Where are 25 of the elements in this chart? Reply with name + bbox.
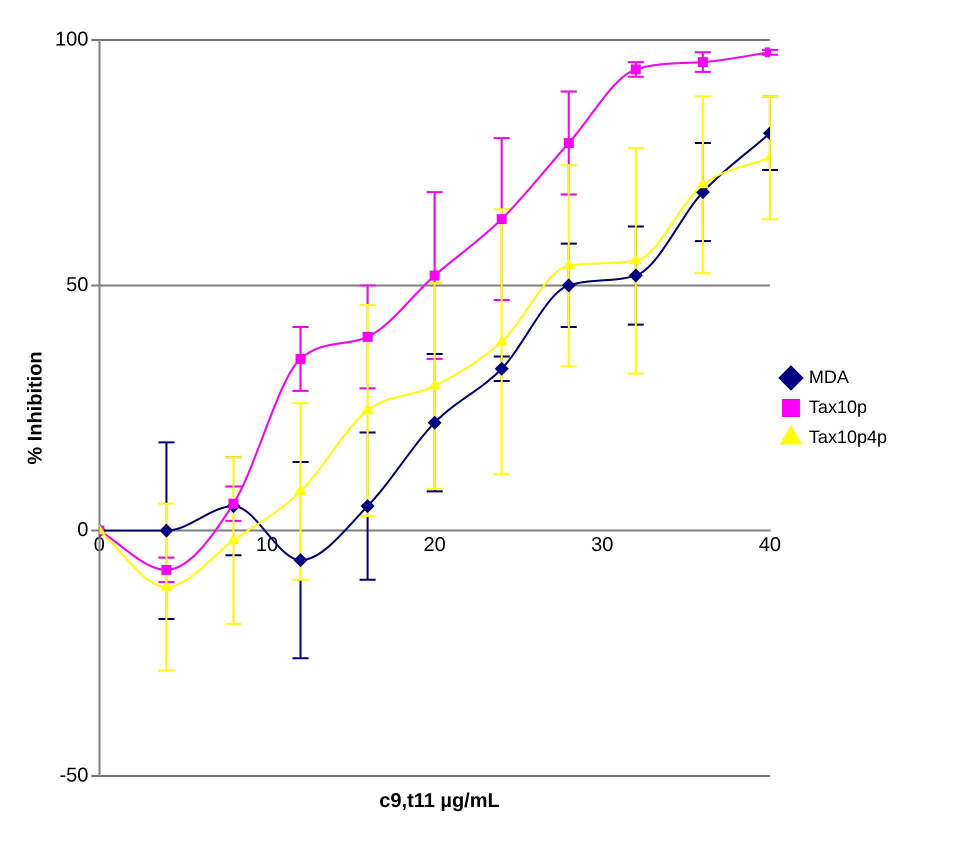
legend-label: MDA [808,366,849,387]
y-tick-label: -50 [59,764,88,787]
point [159,524,174,538]
point [564,138,574,148]
x-tick-label: 20 [424,534,446,556]
point [161,564,172,575]
point [562,278,576,292]
point [362,332,373,342]
y-axis-title: % Inhibition [24,351,47,465]
y-tick-label: 50 [66,274,88,296]
x-tick-label: 40 [758,534,782,556]
legend-label: Tax10p4p [808,426,888,447]
point [496,214,507,224]
point [296,354,306,364]
x-axis-title: c9,t11 µg/mL [378,790,501,813]
point [360,499,375,514]
point [494,362,509,376]
point [228,498,238,509]
point [628,268,643,283]
point [430,270,440,280]
point [294,553,308,568]
y-tick-label: 0 [77,519,88,542]
y-tick-label: 100 [54,28,88,51]
x-tick-label: 30 [591,534,614,556]
legend-label: Tax10p [808,396,867,417]
